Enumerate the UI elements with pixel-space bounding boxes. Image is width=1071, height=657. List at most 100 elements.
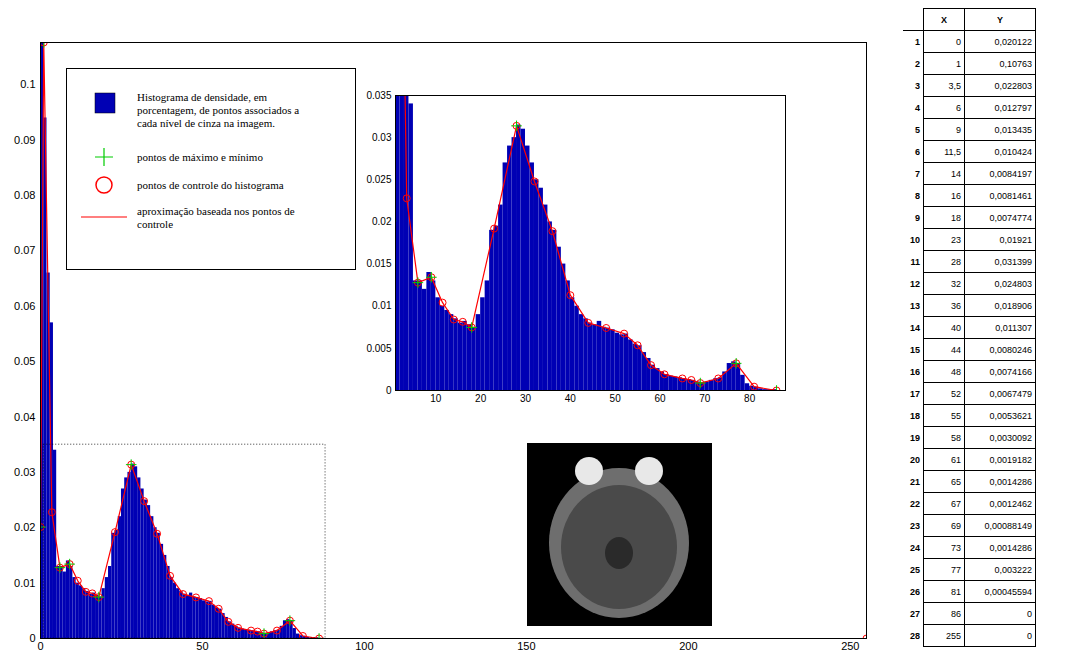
- svg-text:30: 30: [520, 393, 532, 404]
- html-text:11: 11: [910, 256, 920, 267]
- svg-text:0.02: 0.02: [372, 216, 392, 227]
- svg-text:0.04: 0.04: [14, 411, 35, 423]
- html-text:32: 32: [951, 278, 961, 289]
- html-text:67: 67: [951, 498, 961, 509]
- html-text:40: 40: [951, 322, 961, 333]
- html-text:0,0080246: 0,0080246: [989, 344, 1032, 355]
- svg-text:40: 40: [565, 393, 577, 404]
- svg-text:20: 20: [475, 393, 487, 404]
- html-text:17: 17: [910, 388, 920, 399]
- html-text:0,0067479: 0,0067479: [989, 388, 1032, 399]
- svg-text:0.015: 0.015: [366, 258, 391, 269]
- html-text:0,012797: 0,012797: [994, 102, 1032, 113]
- html-text:0,011307: 0,011307: [995, 322, 1032, 333]
- html-text:0,0053621: 0,0053621: [989, 410, 1032, 421]
- html-text:23: 23: [951, 234, 961, 245]
- html-text:0,0019182: 0,0019182: [989, 454, 1032, 465]
- html-text:0,10763: 0,10763: [999, 58, 1032, 69]
- html-text:22: 22: [910, 498, 920, 509]
- svg-text:0.01: 0.01: [372, 300, 392, 311]
- svg-text:0.08: 0.08: [14, 189, 35, 201]
- html-text:14: 14: [951, 168, 961, 179]
- html-text:0,018906: 0,018906: [994, 300, 1032, 311]
- html-text:19: 19: [910, 432, 920, 443]
- html-text:21: 21: [910, 476, 920, 487]
- svg-text:0.09: 0.09: [14, 134, 35, 146]
- html-text:13: 13: [910, 300, 920, 311]
- html-text:aproximação baseada nos pontos: aproximação baseada nos pontos de: [137, 205, 295, 217]
- svg-text:0: 0: [29, 632, 35, 644]
- html-text:18: 18: [910, 410, 920, 421]
- html-text:pontos de máximo e mínimo: pontos de máximo e mínimo: [137, 150, 263, 163]
- html-text:0,0074166: 0,0074166: [989, 366, 1032, 377]
- html-text:23: 23: [910, 520, 920, 531]
- html-text:0,024803: 0,024803: [994, 278, 1032, 289]
- html-text:0,0084197: 0,0084197: [989, 168, 1032, 179]
- html-text:3,5: 3,5: [948, 80, 961, 91]
- html-text:pontos de controle do histogra: pontos de controle do histograma: [137, 178, 284, 191]
- html-text:0,0014286: 0,0014286: [989, 542, 1032, 553]
- html-text:0,0014286: 0,0014286: [989, 476, 1032, 487]
- svg-text:70: 70: [699, 393, 711, 404]
- html-text:255: 255: [946, 630, 961, 641]
- html-text:cada nível de cinza na imagem.: cada nível de cinza na imagem.: [137, 117, 275, 129]
- html-text:Histograma de densidade, em: Histograma de densidade, em: [137, 91, 268, 103]
- html-text:porcentagem, de pontos associa: porcentagem, de pontos associados a: [137, 104, 300, 116]
- svg-text:50: 50: [196, 640, 208, 652]
- html-text:14: 14: [910, 322, 920, 333]
- html-text:0,022803: 0,022803: [994, 80, 1032, 91]
- html-text:0,003222: 0,003222: [994, 564, 1032, 575]
- html-text:44: 44: [951, 344, 961, 355]
- svg-text:0: 0: [386, 385, 392, 396]
- html-text:0,0030092: 0,0030092: [989, 432, 1032, 443]
- html-text:0,00045594: 0,00045594: [984, 586, 1032, 597]
- svg-text:0.025: 0.025: [366, 174, 391, 185]
- svg-text:0.035: 0.035: [366, 90, 391, 101]
- svg-text:50: 50: [610, 393, 622, 404]
- html-text:0,020122: 0,020122: [994, 36, 1032, 47]
- html-text:28: 28: [951, 256, 961, 267]
- svg-text:0.05: 0.05: [14, 355, 35, 367]
- html-text:58: 58: [951, 432, 961, 443]
- html-text:18: 18: [951, 212, 961, 223]
- svg-text:0.02: 0.02: [14, 521, 35, 533]
- svg-text:150: 150: [517, 640, 535, 652]
- html-text:0,0012462: 0,0012462: [989, 498, 1032, 509]
- html-text:0,01921: 0,01921: [999, 234, 1032, 245]
- html-text:20: 20: [910, 454, 920, 465]
- svg-text:60: 60: [654, 393, 666, 404]
- svg-text:80: 80: [744, 393, 756, 404]
- html-text:15: 15: [910, 344, 920, 355]
- html-text:10: 10: [910, 234, 920, 245]
- html-text:0,00088149: 0,00088149: [984, 520, 1032, 531]
- svg-text:10: 10: [430, 393, 442, 404]
- svg-text:0.1: 0.1: [20, 78, 35, 90]
- html-text:61: 61: [951, 454, 961, 465]
- html-text:55: 55: [951, 410, 961, 421]
- html-text:36: 36: [951, 300, 961, 311]
- html-text:0,031399: 0,031399: [994, 256, 1032, 267]
- html-text:69: 69: [951, 520, 961, 531]
- svg-text:100: 100: [355, 640, 373, 652]
- html-text:11,5: 11,5: [944, 146, 961, 157]
- html-text:16: 16: [910, 366, 920, 377]
- html-text:48: 48: [951, 366, 961, 377]
- html-text:0,013435: 0,013435: [994, 124, 1032, 135]
- svg-text:0.03: 0.03: [14, 466, 35, 478]
- svg-text:0.01: 0.01: [14, 577, 35, 589]
- svg-text:250: 250: [841, 640, 859, 652]
- html-text:65: 65: [951, 476, 961, 487]
- html-text:0,0081461: 0,0081461: [989, 190, 1032, 201]
- html-text:52: 52: [951, 388, 961, 399]
- svg-text:0.07: 0.07: [14, 244, 35, 256]
- svg-text:0.06: 0.06: [14, 300, 35, 312]
- html-text:controle: controle: [137, 218, 173, 230]
- html-text:0,0074774: 0,0074774: [989, 212, 1032, 223]
- html-text:12: 12: [910, 278, 920, 289]
- html-text:0,010424: 0,010424: [994, 146, 1032, 157]
- svg-text:0.03: 0.03: [372, 132, 392, 143]
- svg-text:200: 200: [679, 640, 697, 652]
- svg-text:0.005: 0.005: [366, 343, 391, 354]
- svg-text:0: 0: [37, 640, 43, 652]
- html-text:16: 16: [951, 190, 961, 201]
